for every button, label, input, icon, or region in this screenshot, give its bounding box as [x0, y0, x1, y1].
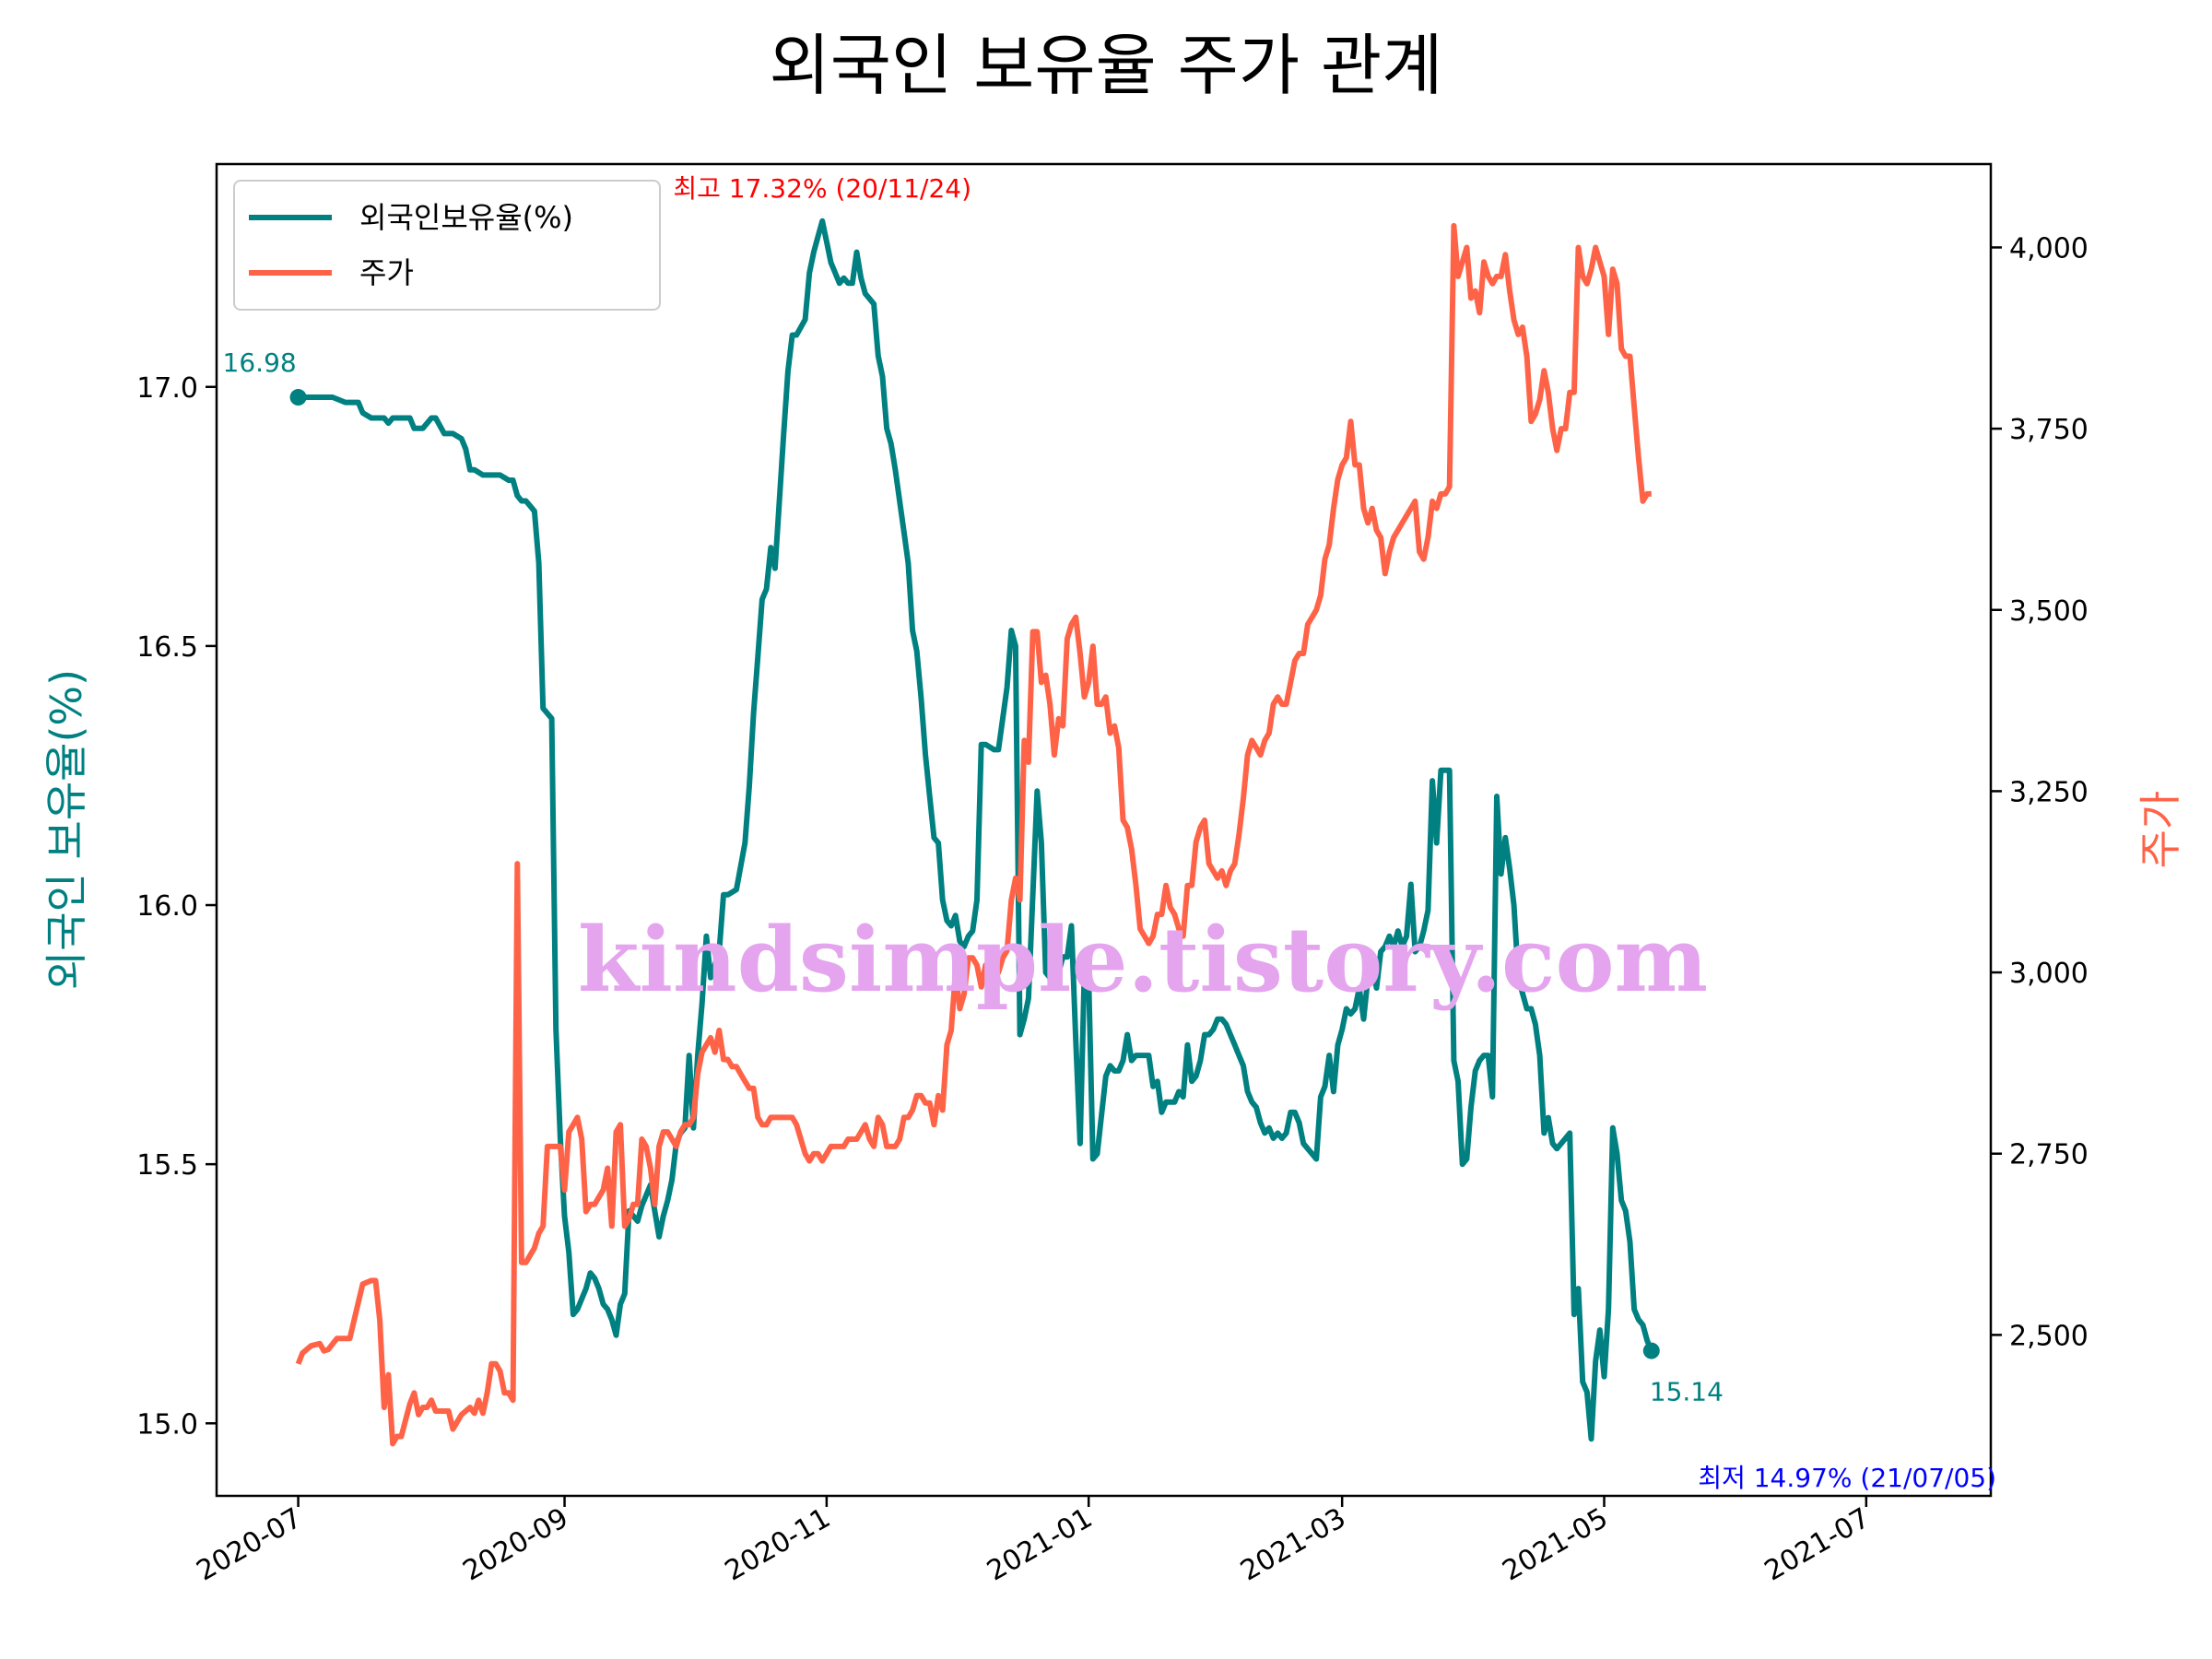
y-axis-right-title: 주가: [2136, 791, 2185, 869]
series-line-price: [295, 222, 1652, 1447]
y-axis-left: 15.0 15.5 16.0 16.5 17.0: [136, 372, 217, 1441]
y-left-tick-label: 17.0: [136, 372, 198, 405]
start-value-label: 16.98: [223, 347, 297, 378]
y-right-tick-label: 3,250: [2009, 776, 2088, 808]
y-right-tick-label: 3,000: [2009, 958, 2088, 990]
y-left-tick-label: 15.5: [136, 1149, 198, 1182]
end-value-label: 15.14: [1650, 1377, 1724, 1407]
series-line-ownership: [298, 218, 1654, 1442]
end-point-marker: [1642, 1342, 1660, 1359]
y-left-tick-label: 16.5: [136, 631, 198, 664]
legend: 외국인보유율(%) 주가: [233, 180, 661, 311]
chart-title: 외국인 보유율 주가 관계: [769, 27, 1442, 104]
series-layer: [295, 218, 1654, 1447]
y-right-tick-label: 3,750: [2009, 414, 2088, 446]
y-left-tick-label: 15.0: [136, 1408, 198, 1441]
plot-frame: [215, 162, 1993, 1498]
y-left-tick-label: 16.0: [136, 890, 198, 923]
y-right-tick-label: 3,500: [2009, 595, 2088, 628]
min-annotation: 최저 14.97% (21/07/05): [1698, 1463, 1996, 1493]
legend-label-price: 주가: [359, 255, 414, 290]
y-axis-right: 2,500 2,750 3,000 3,250 3,500 3,750 4,000: [1991, 232, 2088, 1352]
legend-label-ownership: 외국인보유율(%): [359, 200, 573, 235]
watermark: kindsimple.tistory.com: [578, 908, 1708, 1012]
y-axis-left-title: 외국인 보유율(%): [41, 669, 91, 990]
start-point-marker: [289, 389, 307, 406]
y-right-tick-label: 4,000: [2009, 232, 2088, 265]
max-annotation: 최고 17.32% (20/11/24): [673, 173, 971, 204]
y-right-tick-label: 2,750: [2009, 1139, 2088, 1171]
legend-box: [233, 180, 661, 311]
y-right-tick-label: 2,500: [2009, 1320, 2088, 1352]
annotations: 16.98 15.14 최고 17.32% (20/11/24) 최저 14.97% …: [223, 173, 1996, 1493]
